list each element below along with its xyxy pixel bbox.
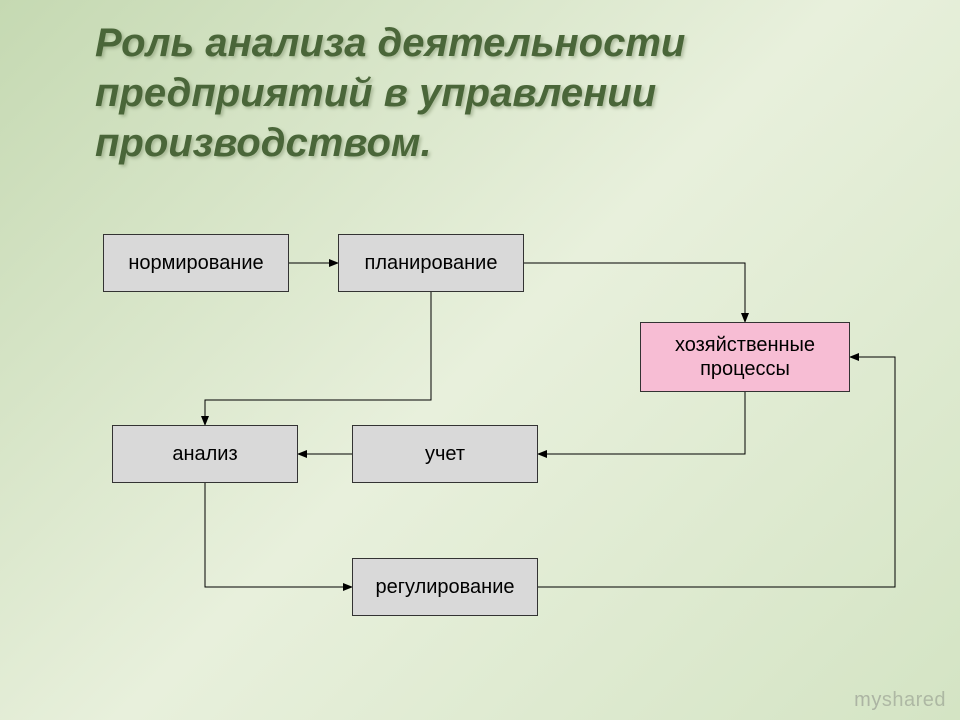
node-reg: регулирование: [352, 558, 538, 616]
edge-plan-anal: [205, 292, 431, 425]
node-anal: анализ: [112, 425, 298, 483]
node-proc: хозяйственные процессы: [640, 322, 850, 392]
node-norm: нормирование: [103, 234, 289, 292]
node-uchet: учет: [352, 425, 538, 483]
edge-proc-uchet: [538, 392, 745, 454]
edge-anal-reg: [205, 483, 352, 587]
flowchart: нормирование планирование хозяйственные пр…: [0, 0, 960, 720]
watermark: myshared: [854, 689, 946, 712]
edge-plan-proc: [524, 263, 745, 322]
watermark-part2: shared: [882, 689, 946, 711]
slide: Роль анализа деятельности предприятий в …: [0, 0, 960, 720]
node-plan: планирование: [338, 234, 524, 292]
watermark-part1: my: [854, 689, 882, 711]
